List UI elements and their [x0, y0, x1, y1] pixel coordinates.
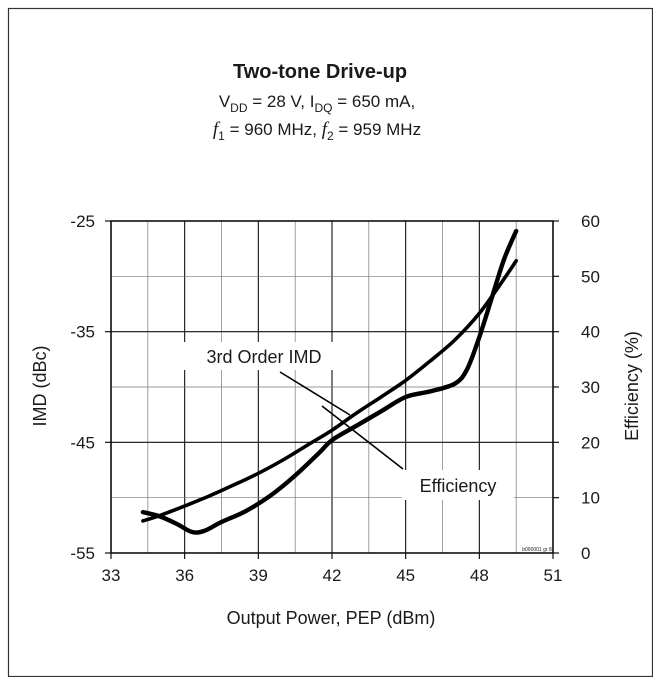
y-right-tick-label: 20 — [581, 433, 600, 452]
y-right-tick-label: 10 — [581, 489, 600, 508]
x-tick-label: 39 — [249, 566, 268, 585]
y-right-tick-label: 50 — [581, 267, 600, 286]
grid-layer — [110, 220, 554, 554]
subtitle-i-sub: DQ — [314, 101, 332, 115]
axes-layer — [105, 220, 559, 559]
subtitle-v-sub: DD — [230, 101, 248, 115]
x-tick-label: 36 — [175, 566, 194, 585]
chart-title: Two-tone Drive-up — [233, 61, 407, 83]
annotation-efficiency-leader — [321, 405, 404, 470]
subtitle-f1-sub: 1 — [218, 129, 225, 143]
series-line-efficiency — [141, 259, 518, 523]
labels-layer: 33 36 39 42 45 48 51 -25 -35 -45 -55 60 50 40 30 20 10 0 3… — [70, 212, 600, 585]
x-tick-label: 45 — [396, 566, 415, 585]
y-axis-right-title: Efficiency (%) — [622, 331, 642, 441]
subtitle-v-rest: = 28 V, I — [248, 92, 315, 111]
series-line-imd — [140, 228, 519, 535]
x-tick-label: 51 — [544, 566, 563, 585]
subtitle-f1-rest: = 960 MHz, — [225, 120, 322, 139]
series-layer — [140, 228, 519, 535]
y-right-tick-label: 30 — [581, 378, 600, 397]
y-right-tick-label: 0 — [581, 544, 590, 563]
y-right-tick-label: 40 — [581, 323, 600, 342]
subtitle-f2: f — [322, 119, 330, 140]
chart-subtitle-frequencies: f1 = 960 MHz, f2 = 959 MHz — [213, 119, 421, 143]
subtitle-v: V — [219, 92, 231, 111]
figure-code: b090001 gr 8 — [522, 547, 552, 553]
annotation-efficiency-label: Efficiency — [420, 476, 497, 496]
subtitle-f1: f — [213, 119, 221, 140]
subtitle-f2-rest: = 959 MHz — [334, 120, 421, 139]
x-tick-label: 42 — [323, 566, 342, 585]
y-right-tick-label: 60 — [581, 212, 600, 231]
annotation-imd-box — [183, 342, 345, 370]
annotation-imd-leader — [279, 371, 351, 416]
x-axis-title: Output Power, PEP (dBm) — [227, 608, 436, 628]
chart-subtitle-conditions: VDD = 28 V, IDQ = 650 mA, — [219, 92, 415, 115]
annotation-efficiency-box — [402, 470, 514, 500]
y-left-tick-label: -35 — [70, 323, 95, 342]
subtitle-f2-sub: 2 — [327, 129, 334, 143]
y-left-tick-label: -45 — [70, 433, 95, 452]
x-tick-label: 48 — [470, 566, 489, 585]
subtitle-i-rest: = 650 mA, — [332, 92, 415, 111]
annotation-imd-label: 3rd Order IMD — [206, 347, 321, 367]
y-left-tick-label: -55 — [70, 544, 95, 563]
x-tick-label: 33 — [102, 566, 121, 585]
y-left-tick-label: -25 — [70, 212, 95, 231]
y-axis-left-title: IMD (dBc) — [30, 346, 50, 427]
